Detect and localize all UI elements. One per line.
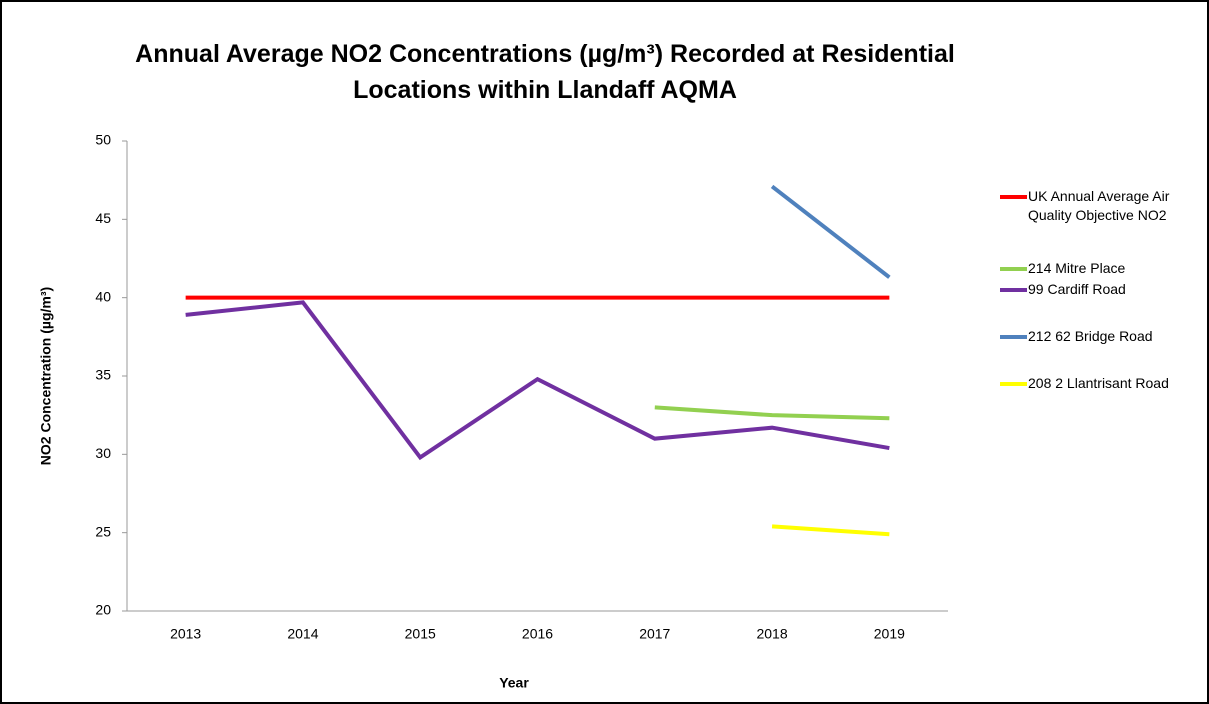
- legend-swatch: [1000, 288, 1027, 292]
- series-line: [654, 405, 890, 421]
- legend-entry: 208 2 Llantrisant Road: [1000, 374, 1200, 393]
- series-line: [185, 300, 890, 461]
- legend-label: UK Annual Average Air Quality Objective …: [1028, 188, 1170, 223]
- legend-label: 214 Mitre Place: [1028, 260, 1126, 276]
- y-tick-label: 35: [95, 367, 111, 383]
- y-axis-label: NO2 Concentration (µg/m³): [38, 287, 54, 465]
- legend-label: 208 2 Llantrisant Road: [1028, 375, 1169, 391]
- y-tick-label: 30: [95, 445, 111, 461]
- legend-label: 212 62 Bridge Road: [1028, 328, 1153, 344]
- legend-entry: 212 62 Bridge Road: [1000, 327, 1200, 346]
- series-line: [770, 184, 891, 279]
- x-tick-label: 2017: [639, 626, 670, 642]
- y-tick-label: 25: [95, 523, 111, 539]
- legend-swatch: [1000, 267, 1027, 271]
- legend-entry: 99 Cardiff Road: [1000, 280, 1200, 299]
- y-tick-label: 50: [95, 132, 111, 148]
- legend-label: 99 Cardiff Road: [1028, 281, 1126, 297]
- y-tick-label: 45: [95, 210, 111, 226]
- x-tick-label: 2019: [874, 626, 905, 642]
- legend-entry: 214 Mitre Place: [1000, 259, 1200, 278]
- y-tick-label: 20: [95, 602, 111, 618]
- x-tick-label: 2018: [756, 626, 787, 642]
- x-axis-label: Year: [499, 675, 529, 691]
- x-tick-label: 2014: [287, 626, 318, 642]
- y-tick-label: 40: [95, 288, 111, 304]
- series-line: [771, 524, 890, 537]
- x-tick-label: 2016: [522, 626, 553, 642]
- legend-swatch: [1000, 382, 1027, 386]
- legend-swatch: [1000, 335, 1027, 339]
- x-tick-label: 2015: [405, 626, 436, 642]
- chart-title: Annual Average NO2 Concentrations (µg/m³…: [135, 40, 955, 104]
- legend-entry: UK Annual Average Air Quality Objective …: [1000, 187, 1200, 225]
- x-tick-label: 2013: [170, 626, 201, 642]
- legend-swatch: [1000, 195, 1027, 199]
